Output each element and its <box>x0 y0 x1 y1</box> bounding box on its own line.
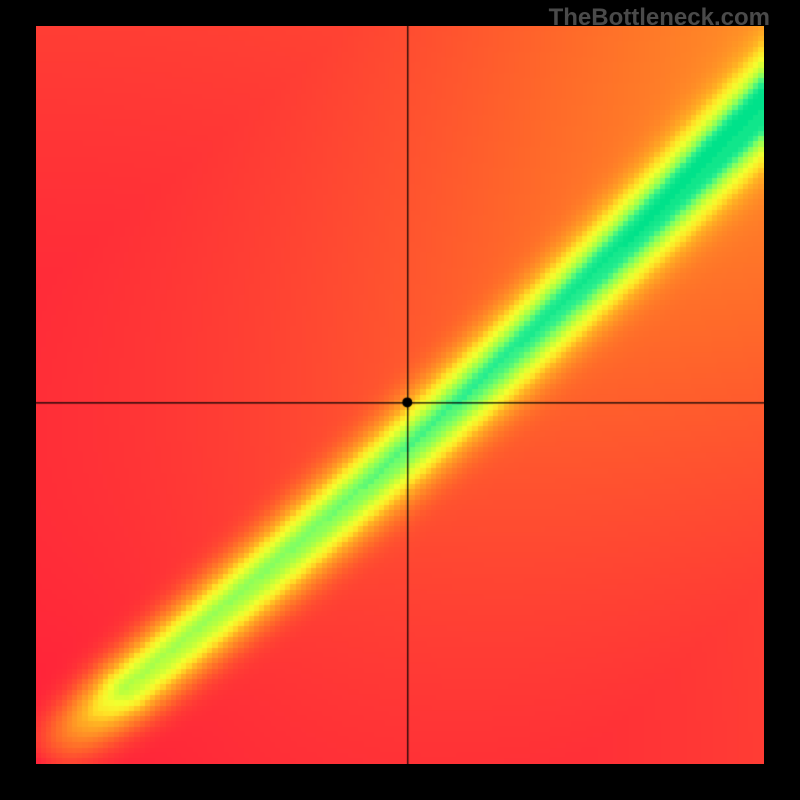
bottleneck-heatmap <box>36 26 764 764</box>
watermark-label: TheBottleneck.com <box>549 4 770 32</box>
chart-frame: TheBottleneck.com <box>0 0 800 800</box>
